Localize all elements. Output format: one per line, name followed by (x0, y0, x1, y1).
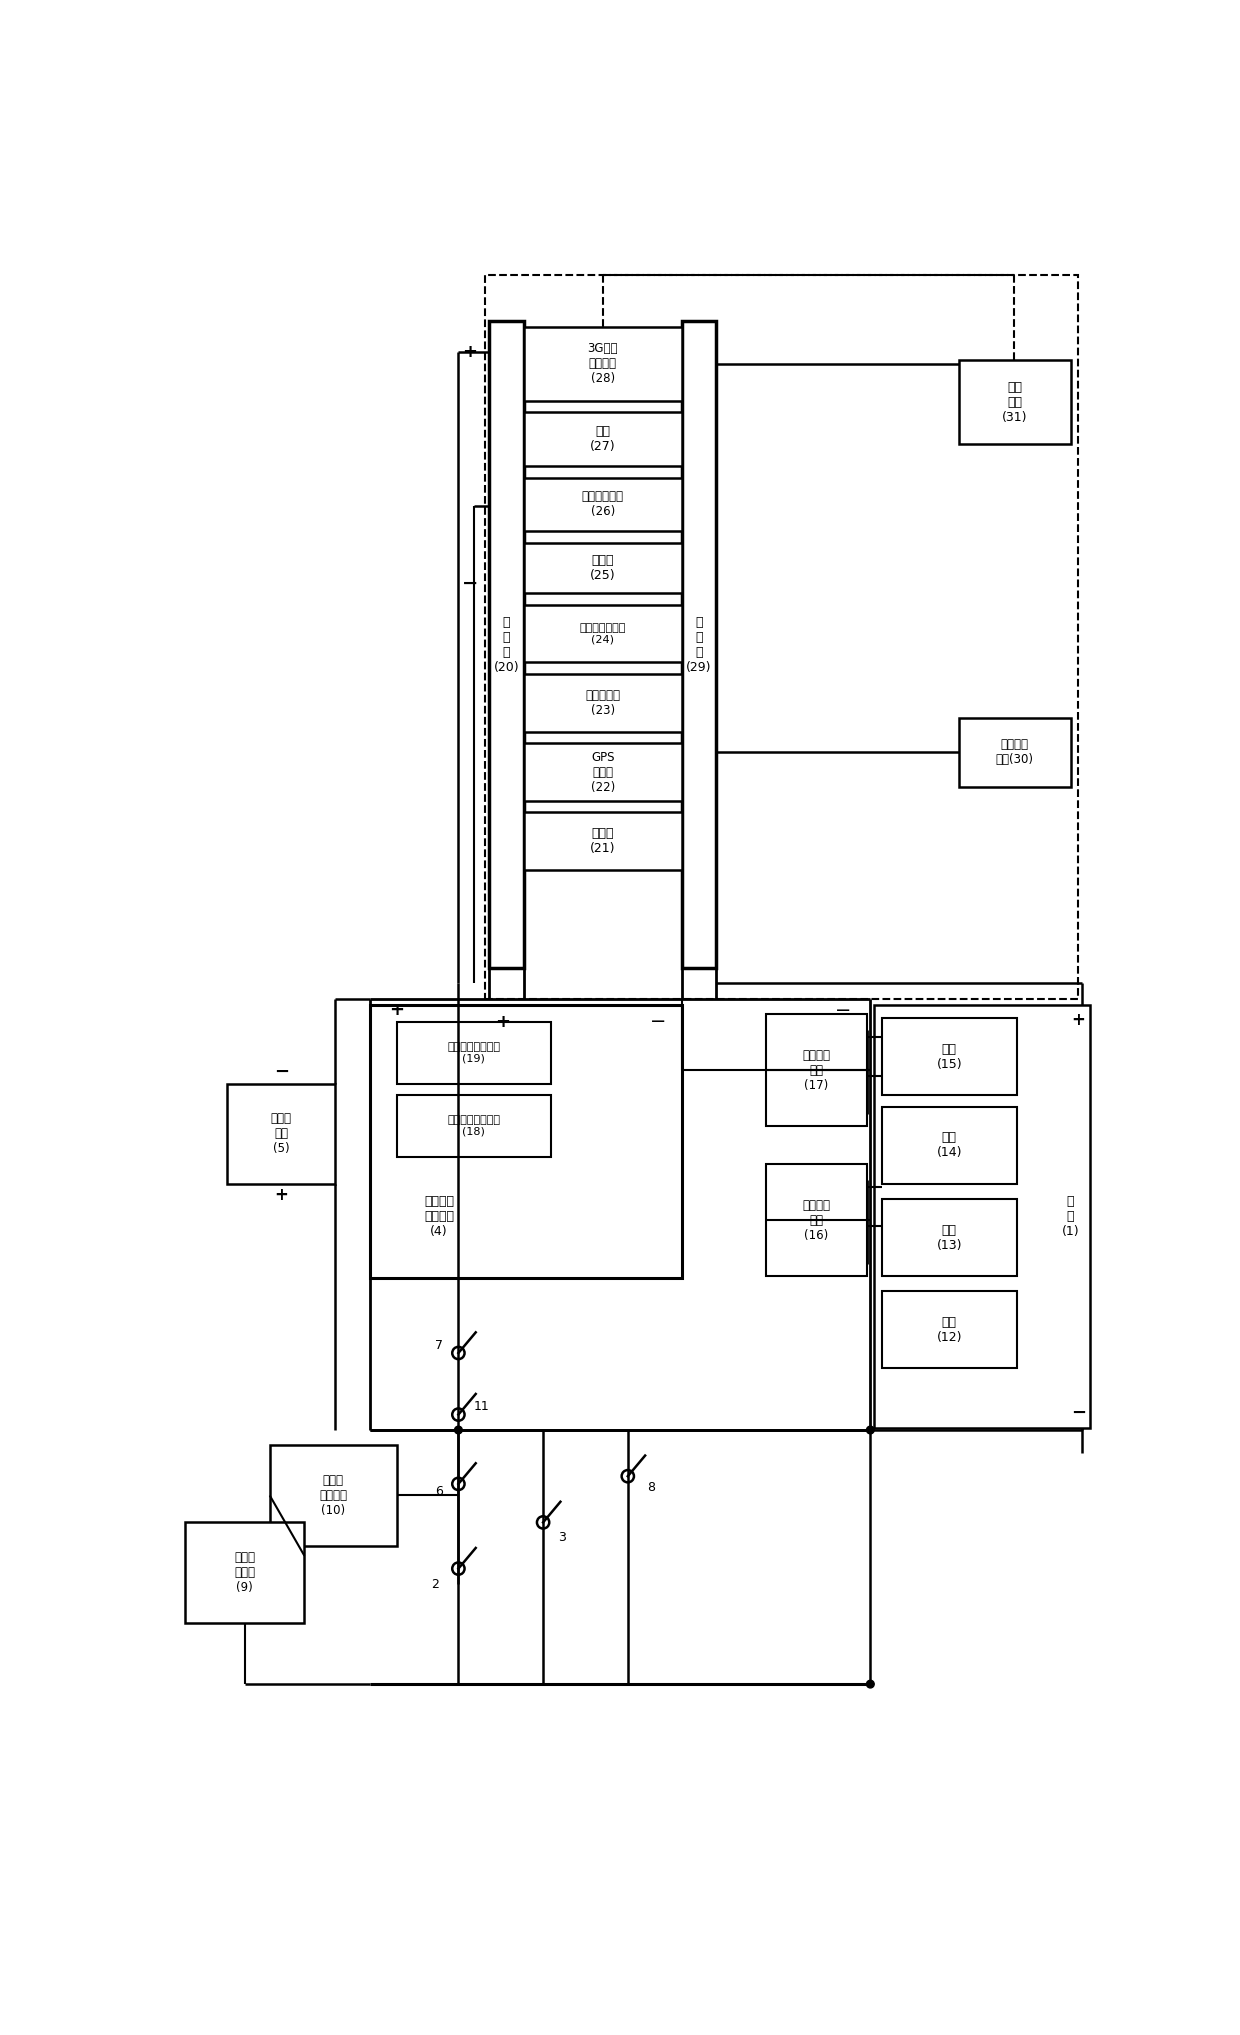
Text: GPS
定位器
(22): GPS 定位器 (22) (590, 751, 615, 794)
Text: +: + (495, 1013, 510, 1032)
Bar (370, 1005, 682, 1278)
Text: 3: 3 (558, 1530, 567, 1545)
Text: 6: 6 (435, 1486, 443, 1498)
Bar (490, 322, 523, 969)
Bar (766, 1013, 867, 1125)
Text: 对称式
制动模块
(10): 对称式 制动模块 (10) (319, 1473, 347, 1516)
Text: 低压蓄
电池
(5): 低压蓄 电池 (5) (270, 1111, 291, 1156)
Bar (523, 543, 682, 592)
Bar (882, 1292, 1017, 1368)
Text: 智能
手机
(31): 智能 手机 (31) (1002, 381, 1028, 423)
Text: +: + (463, 344, 477, 360)
Text: −: − (1070, 1404, 1086, 1422)
Text: −: − (651, 1011, 667, 1032)
Text: 单体
(13): 单体 (13) (936, 1223, 962, 1252)
Bar (523, 674, 682, 733)
Bar (882, 1199, 1017, 1276)
Text: +: + (1071, 1011, 1085, 1030)
Circle shape (455, 1427, 463, 1435)
Bar (227, 1083, 335, 1184)
Bar (874, 1005, 1090, 1429)
Text: 喇叭器
(25): 喇叭器 (25) (590, 554, 615, 582)
Bar (523, 812, 682, 871)
Text: 容量差值均衡模块
(19): 容量差值均衡模块 (19) (448, 1042, 500, 1064)
Bar (682, 322, 717, 969)
Bar (523, 478, 682, 531)
Bar (882, 1018, 1017, 1095)
Bar (523, 328, 682, 401)
Text: 摄像
(27): 摄像 (27) (590, 425, 615, 454)
Text: 2: 2 (432, 1577, 439, 1591)
Bar (959, 718, 1070, 788)
Text: 控
制
器
(29): 控 制 器 (29) (686, 617, 712, 674)
Bar (523, 743, 682, 802)
Text: 配
电
箱
(20): 配 电 箱 (20) (494, 617, 520, 674)
Bar (485, 275, 1079, 999)
Bar (185, 1522, 304, 1622)
Text: 超声波探测仪
(26): 超声波探测仪 (26) (582, 490, 624, 519)
Text: 单体
(14): 单体 (14) (936, 1131, 962, 1160)
Bar (766, 1164, 867, 1276)
Text: 电源转换
调整模块
(4): 电源转换 调整模块 (4) (424, 1195, 454, 1237)
Text: 电压差值均衡模块
(18): 电压差值均衡模块 (18) (448, 1115, 500, 1138)
Bar (959, 360, 1070, 444)
Text: +: + (389, 1001, 404, 1020)
Text: 电
池
(1): 电 池 (1) (1061, 1195, 1079, 1237)
Text: 总量控能器
(23): 总量控能器 (23) (585, 688, 620, 716)
Text: −: − (461, 574, 479, 592)
Text: 7: 7 (435, 1339, 443, 1351)
Text: 8: 8 (647, 1481, 655, 1494)
Text: 制动采
集模块
(9): 制动采 集模块 (9) (234, 1551, 255, 1593)
Text: 单体
(12): 单体 (12) (936, 1317, 962, 1343)
Text: 单体
(15): 单体 (15) (936, 1042, 962, 1070)
Circle shape (867, 1427, 874, 1435)
Text: 11: 11 (474, 1400, 490, 1414)
Circle shape (867, 1681, 874, 1687)
Text: 电压采样
模块
(16): 电压采样 模块 (16) (802, 1199, 831, 1241)
Bar (397, 1022, 551, 1083)
Bar (270, 1445, 397, 1545)
Bar (882, 1107, 1017, 1184)
Text: 超前电流保护器
(24): 超前电流保护器 (24) (579, 623, 626, 645)
Bar (397, 1095, 551, 1156)
Text: −: − (836, 1001, 852, 1020)
Text: −: − (274, 1062, 289, 1081)
Text: +: + (274, 1186, 288, 1205)
Text: 积电调比
单元(30): 积电调比 单元(30) (996, 739, 1034, 767)
Text: 3G无线
通讯模块
(28): 3G无线 通讯模块 (28) (588, 342, 618, 385)
Bar (523, 604, 682, 661)
Text: 电量转移
模块
(17): 电量转移 模块 (17) (802, 1048, 831, 1091)
Bar (523, 411, 682, 466)
Text: 控速器
(21): 控速器 (21) (590, 828, 615, 855)
